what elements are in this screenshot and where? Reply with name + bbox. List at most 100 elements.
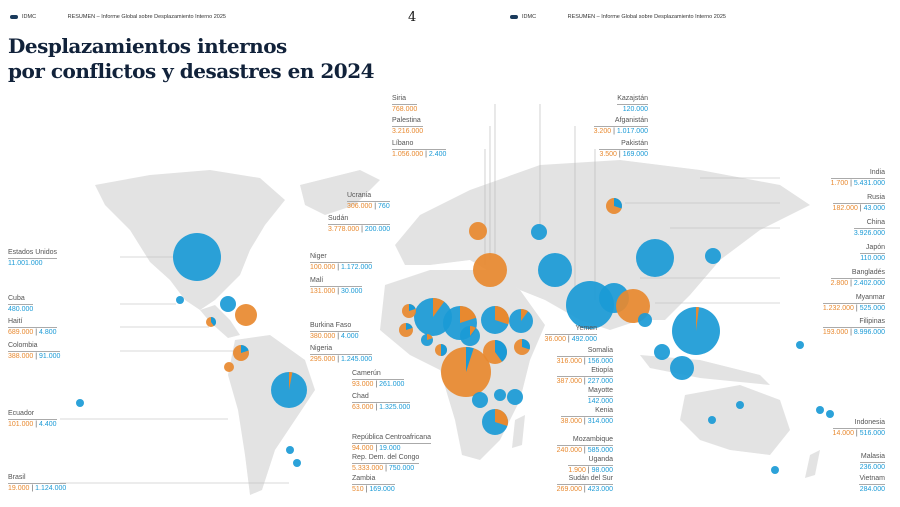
country-label: Somalia 316.000 | 156.000 <box>556 346 613 367</box>
country-label: Ucrania 306.000 | 760 <box>347 191 390 212</box>
disaster-value: 423.000 <box>587 486 613 493</box>
disaster-value: 156.000 <box>587 358 613 365</box>
disaster-value: 19.000 <box>379 445 401 452</box>
australia <box>680 385 790 455</box>
country-values: 14.000 | 516.000 <box>832 430 885 437</box>
displacement-bubble <box>224 362 234 372</box>
displacement-bubbles <box>76 198 834 474</box>
country-label: Zambia 510 | 169.000 <box>352 474 395 495</box>
disaster-value: 8.996.000 <box>853 329 885 336</box>
conflict-value: 38.000 <box>560 418 582 425</box>
country-name: China <box>853 218 885 229</box>
country-label: Etiopía 387.000 | 227.000 <box>556 366 613 387</box>
displacement-bubble <box>509 309 533 333</box>
country-values: 94.000 | 19.000 <box>352 445 401 452</box>
disaster-value: 2.400 <box>428 151 447 158</box>
country-name: Zambia <box>352 474 395 485</box>
country-name: Mayotte <box>587 386 613 397</box>
displacement-bubble <box>173 233 221 281</box>
country-name: Haití <box>8 317 57 328</box>
conflict-value: 3.200 <box>593 128 612 135</box>
country-values: 93.000 | 261.000 <box>352 381 405 388</box>
country-values: 380.000 | 4.000 <box>310 333 359 340</box>
conflict-value: 387.000 <box>556 378 582 385</box>
conflict-value: 1.232.000 <box>822 305 854 312</box>
country-name: Cuba <box>8 294 34 305</box>
country-label: Sudán del Sur 269.000 | 423.000 <box>556 474 613 495</box>
country-values: 3.926.000 <box>854 230 885 237</box>
country-values: 63.000 | 1.325.000 <box>352 404 411 411</box>
disaster-value: 284.000 <box>859 486 885 493</box>
displacement-bubble <box>494 389 506 401</box>
country-label: China 3.926.000 <box>853 218 885 239</box>
country-name: Kenia <box>560 406 613 417</box>
country-name: Líbano <box>392 139 447 150</box>
country-values: 295.000 | 1.245.000 <box>310 356 373 363</box>
country-label: Nigeria 295.000 | 1.245.000 <box>310 344 373 365</box>
country-values: 131.000 | 30.000 <box>310 288 363 295</box>
country-label: Kenia 38.000 | 314.000 <box>560 406 613 427</box>
country-values: 1.900 | 98.000 <box>568 467 613 474</box>
displacement-bubble <box>796 341 804 349</box>
country-name: Etiopía <box>556 366 613 377</box>
country-name: Chad <box>352 392 411 403</box>
country-label: Líbano 1.056.000 | 2.400 <box>392 139 447 160</box>
country-label: Pakistán 3.500 | 169.000 <box>599 139 648 160</box>
country-name: Bangladés <box>830 268 885 279</box>
idmc-logo-icon <box>10 14 18 19</box>
country-name: Somalia <box>556 346 613 357</box>
country-name: Myanmar <box>822 293 885 304</box>
country-label: Bangladés 2.800 | 2.402.000 <box>830 268 885 289</box>
displacement-bubble <box>672 307 720 355</box>
country-values: 110.000 <box>860 255 885 262</box>
conflict-value: 94.000 <box>352 445 374 452</box>
country-values: 316.000 | 156.000 <box>556 358 613 365</box>
country-values: 100.000 | 1.172.000 <box>310 264 373 271</box>
country-name: Pakistán <box>599 139 648 150</box>
country-name: Palestina <box>392 116 424 127</box>
displacement-bubble <box>441 347 491 397</box>
displacement-bubble <box>538 253 572 287</box>
country-label: Mozambique 240.000 | 585.000 <box>556 435 613 456</box>
conflict-value: 510 <box>352 486 364 493</box>
conflict-value: 306.000 <box>347 203 373 210</box>
conflict-value: 1.700 <box>830 180 849 187</box>
country-values: 689.000 | 4.800 <box>8 329 57 336</box>
displacement-bubble <box>233 345 249 361</box>
conflict-value: 3.778.000 <box>328 226 360 233</box>
conflict-value: 1.900 <box>568 467 586 474</box>
country-values: 510 | 169.000 <box>352 486 395 493</box>
country-name: Burkina Faso <box>310 321 359 332</box>
disaster-value: 91.000 <box>39 353 61 360</box>
country-label: Sudán 3.778.000 | 200.000 <box>328 214 391 235</box>
country-name: Indonesia <box>832 418 885 429</box>
country-values: 101.000 | 4.400 <box>8 421 57 428</box>
country-label: Haití 689.000 | 4.800 <box>8 317 57 338</box>
country-name: Siria <box>392 94 418 105</box>
country-label: Brasil 19.000 | 1.124.000 <box>8 473 67 494</box>
disaster-value: 169.000 <box>622 151 648 158</box>
country-values: 240.000 | 585.000 <box>556 447 613 454</box>
country-values: 388.000 | 91.000 <box>8 353 61 360</box>
country-values: 120.000 <box>623 106 648 113</box>
conflict-value: 2.800 <box>830 280 849 287</box>
country-name: Kazajstán <box>617 94 648 105</box>
disaster-value: 516.000 <box>859 430 885 437</box>
conflict-value: 316.000 <box>556 358 582 365</box>
disaster-value: 480.000 <box>8 306 34 313</box>
country-label: Ecuador 101.000 | 4.400 <box>8 409 57 430</box>
header-left: IDMC RESUMEN – Informe Global sobre Desp… <box>10 14 226 20</box>
displacement-bubble <box>176 296 184 304</box>
central-america <box>200 305 240 338</box>
conflict-value: 5.333.000 <box>352 465 384 472</box>
country-label: Myanmar 1.232.000 | 525.000 <box>822 293 885 314</box>
displacement-bubble <box>469 222 487 240</box>
country-values: 3.500 | 169.000 <box>599 151 648 158</box>
disaster-value: 261.000 <box>379 381 405 388</box>
country-label: Yemen 36.000 | 492.000 <box>544 324 597 345</box>
conflict-value: 768.000 <box>392 106 418 113</box>
country-name: Vietnam <box>859 474 885 485</box>
country-values: 387.000 | 227.000 <box>556 378 613 385</box>
disaster-value: 1.172.000 <box>341 264 373 271</box>
